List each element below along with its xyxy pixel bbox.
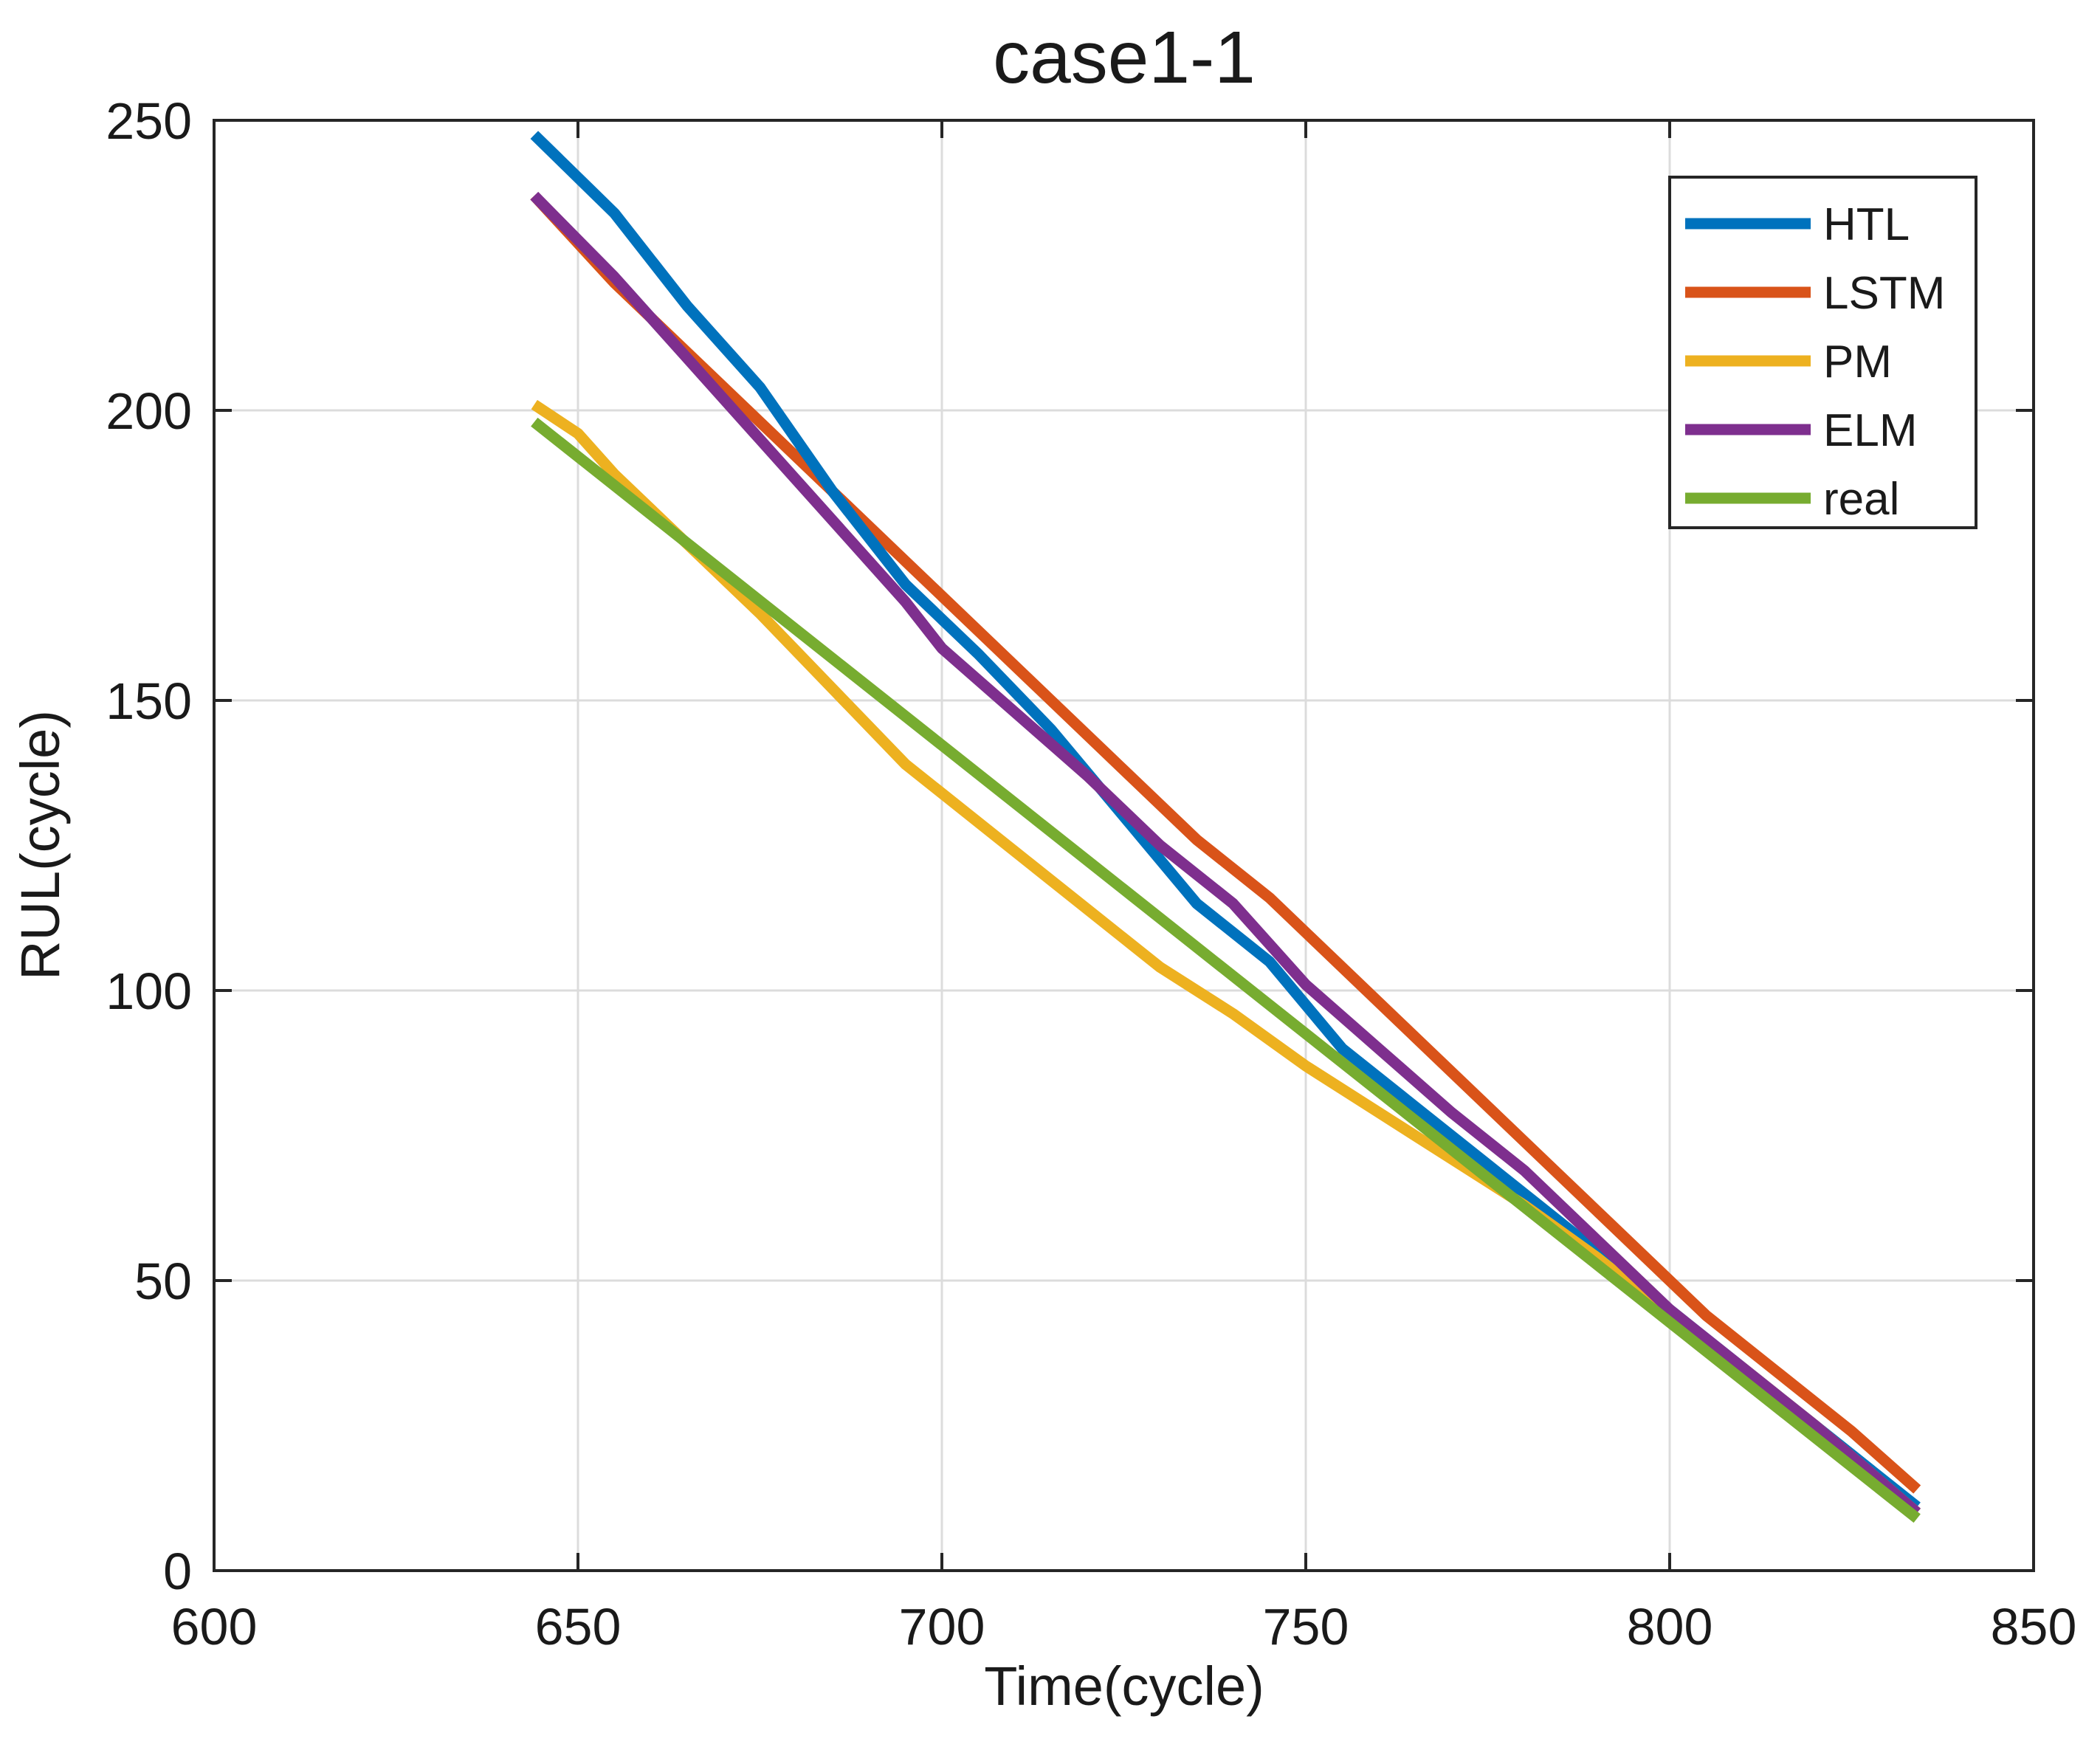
x-tick-label: 700 [899,1598,985,1656]
x-tick-label: 600 [171,1598,258,1656]
series-lines [530,131,1921,1523]
series-line-real [531,417,1921,1523]
y-tick-label: 100 [106,962,192,1020]
plot-area-frame [213,119,2035,1572]
axis-ticks: 600 650 700 750 800 850 0 50 100 150 200 250 [106,92,2076,1656]
legend-label-htl: HTL [1823,199,1910,250]
legend-box [1668,176,1977,529]
y-axis-label: RUL(cycle) [10,710,71,980]
x-tick-label: 650 [535,1598,622,1656]
legend-entries: HTL LSTM PM ELM real [1685,199,1945,525]
chart-title: case1-1 [993,16,1256,99]
y-tick-label: 0 [163,1543,192,1600]
legend-label-pm: PM [1823,337,1892,387]
legend-label-elm: ELM [1823,405,1917,456]
series-line-elm [530,191,1921,1517]
y-tick-label: 250 [106,92,192,150]
series-line-lstm [530,192,1921,1494]
x-axis-label: Time(cycle) [984,1656,1264,1717]
y-tick-label: 50 [134,1253,192,1310]
legend-label-real: real [1823,474,1899,525]
y-tick-label: 200 [106,382,192,440]
y-tick-label: 150 [106,672,192,730]
x-tick-label: 800 [1627,1598,1713,1656]
x-tick-label: 850 [1991,1598,2077,1656]
legend: HTL LSTM PM ELM real [1668,176,1977,529]
legend-label-lstm: LSTM [1823,268,1945,319]
x-tick-label: 750 [1263,1598,1349,1656]
